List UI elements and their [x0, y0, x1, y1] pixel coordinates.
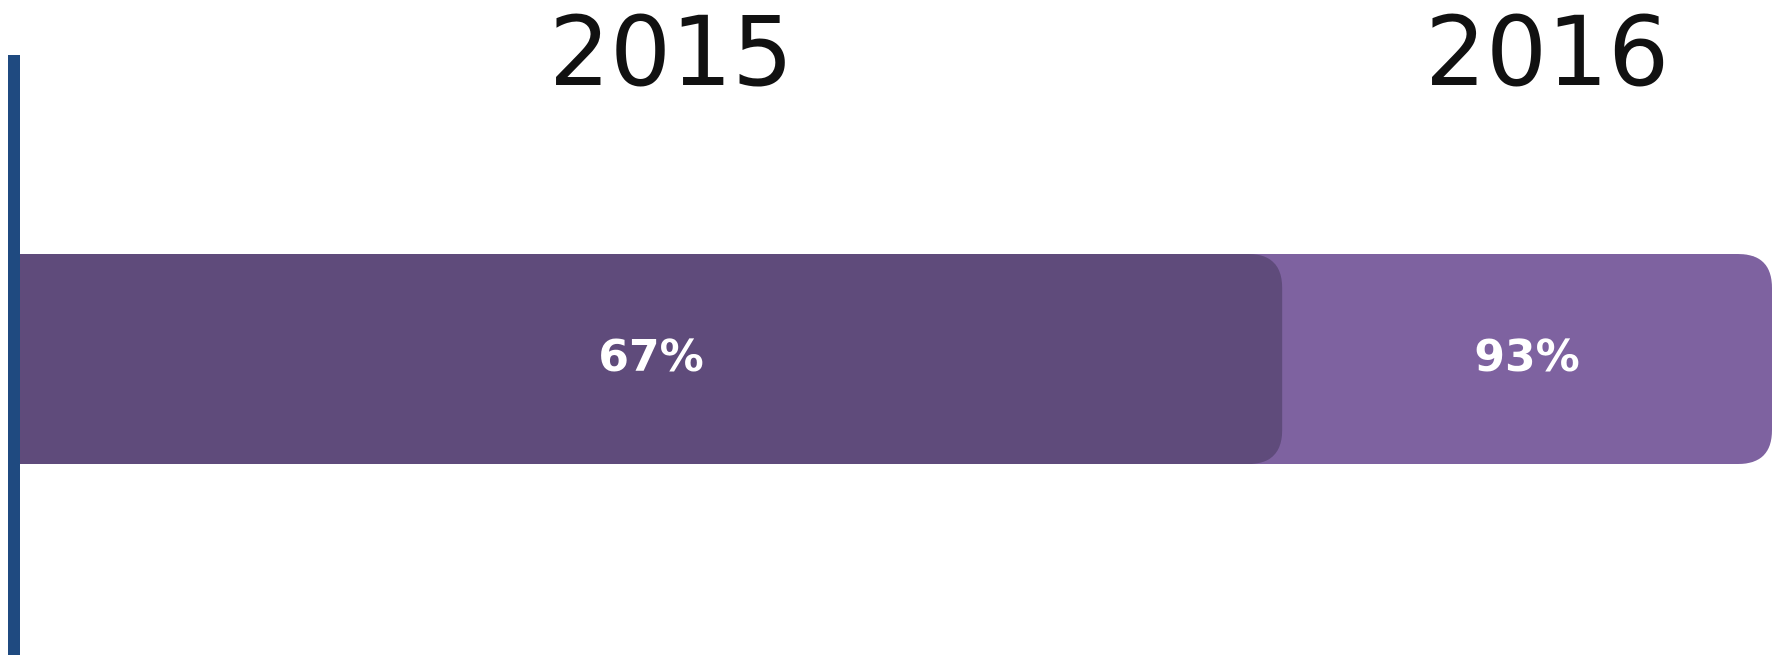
value-label: 93% — [1474, 331, 1579, 382]
bar — [20, 254, 1283, 464]
axis-line — [8, 55, 20, 655]
category-label: 2015 — [549, 0, 793, 108]
category-label: 2016 — [1425, 0, 1669, 108]
value-label: 67% — [598, 331, 703, 382]
